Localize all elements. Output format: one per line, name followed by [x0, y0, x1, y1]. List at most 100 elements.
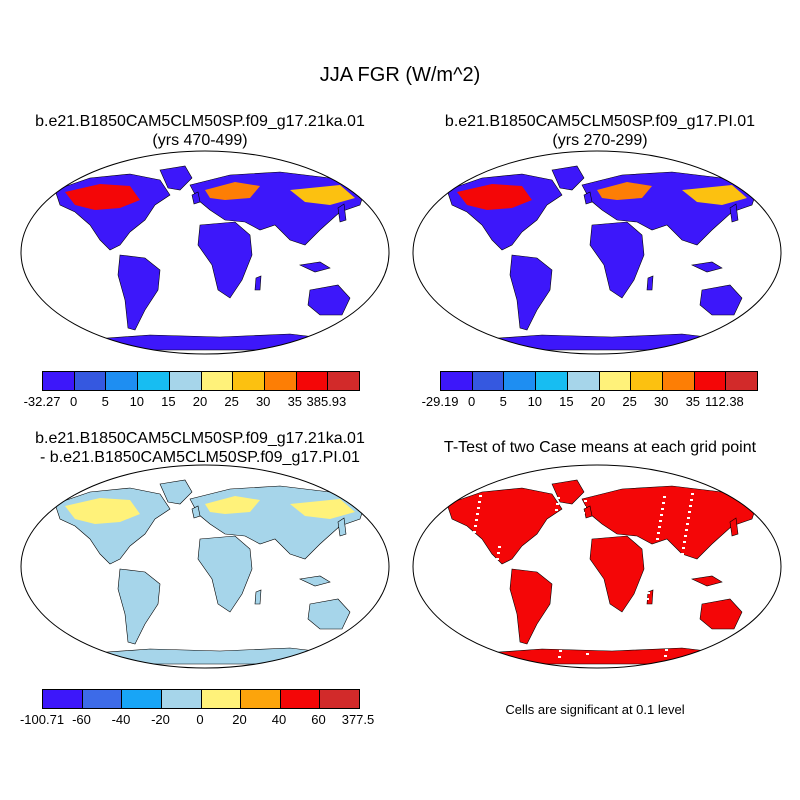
land-africa	[197, 221, 253, 299]
colorbar-tick-label: 30	[255, 394, 271, 409]
nonsignificant-cell	[576, 548, 579, 550]
nonsignificant-cell	[468, 561, 471, 563]
nonsignificant-cell	[550, 539, 553, 541]
nonsignificant-cell	[676, 583, 679, 585]
nonsignificant-cell	[650, 574, 653, 576]
nonsignificant-cell	[462, 597, 465, 599]
colorbar-swatch	[138, 372, 170, 390]
nonsignificant-cell	[658, 526, 661, 528]
nonsignificant-cell	[667, 637, 670, 639]
nonsignificant-cell	[657, 532, 660, 534]
nonsignificant-cell	[556, 503, 559, 505]
map-border	[20, 150, 390, 355]
nonsignificant-cell	[649, 580, 652, 582]
panel-case1-title-line1: b.e21.B1850CAM5CLM50SP.f09_g17.21ka.01	[35, 113, 365, 130]
nonsignificant-cell	[494, 570, 497, 572]
nonsignificant-cell	[653, 556, 656, 558]
nonsignificant-cell	[666, 643, 669, 645]
nonsignificant-cell	[496, 558, 499, 560]
colorbar-tick-label: 40	[271, 712, 287, 727]
nonsignificant-cell	[483, 636, 486, 638]
nonsignificant-cell	[574, 560, 577, 562]
nonsignificant-cell	[575, 554, 578, 556]
nonsignificant-cell	[488, 606, 491, 608]
land-southAmerica	[509, 254, 553, 331]
nonsignificant-cell	[490, 594, 493, 596]
nonsignificant-cell	[683, 541, 686, 543]
nonsignificant-cell	[470, 549, 473, 551]
land-japan	[337, 203, 347, 223]
land-japan	[337, 517, 347, 537]
land-greenland	[551, 165, 585, 191]
nonsignificant-cell	[563, 626, 566, 628]
colorbar-tick-label: 5	[499, 394, 507, 409]
nonsignificant-cell	[469, 555, 472, 557]
nonsignificant-cell	[562, 632, 565, 634]
colorbar-swatch	[599, 372, 632, 390]
colorbar-swatch	[320, 690, 359, 708]
nonsignificant-cell	[646, 598, 649, 600]
land-australia	[307, 284, 351, 316]
nonsignificant-cell	[485, 624, 488, 626]
nonsignificant-cell	[487, 612, 490, 614]
nonsignificant-cell	[486, 618, 489, 620]
nonsignificant-cell	[581, 518, 584, 520]
land-uk	[191, 191, 201, 205]
nonsignificant-cell	[458, 621, 461, 623]
nonsignificant-cell	[684, 535, 687, 537]
nonsignificant-cell	[555, 509, 558, 511]
nonsignificant-cell	[475, 519, 478, 521]
map-case1	[20, 150, 390, 355]
colorbar-tick-label: -20	[151, 712, 170, 727]
colorbar-swatch	[662, 372, 695, 390]
nonsignificant-cell	[573, 566, 576, 568]
colorbar-swatch	[74, 372, 107, 390]
panel-ttest-title: T-Test of two Case means at each grid po…	[443, 439, 757, 456]
nonsignificant-cell	[588, 641, 591, 643]
colorbar-case1	[42, 371, 360, 391]
land-africa	[589, 535, 645, 613]
land-uk	[583, 505, 593, 519]
colorbar-tick-label: 30	[653, 394, 669, 409]
colorbar-tick-label: 0	[467, 394, 476, 409]
nonsignificant-cell	[471, 543, 474, 545]
map-diff	[20, 464, 390, 669]
nonsignificant-cell	[688, 511, 691, 513]
colorbar-swatch	[296, 372, 329, 390]
nonsignificant-cell	[662, 502, 665, 504]
colorbar-swatch	[201, 372, 234, 390]
nonsignificant-cell	[497, 552, 500, 554]
land-australia	[307, 598, 351, 630]
nonsignificant-cell	[647, 592, 650, 594]
panel-case1-title: b.e21.B1850CAM5CLM50SP.f09_g17.21ka.01 (…	[12, 112, 388, 150]
significance-note: Cells are significant at 0.1 level	[505, 702, 685, 717]
nonsignificant-cell	[659, 520, 662, 522]
nonsignificant-cell	[675, 589, 678, 591]
nonsignificant-cell	[460, 609, 463, 611]
nonsignificant-cell	[669, 625, 672, 627]
nonsignificant-cell	[648, 586, 651, 588]
nonsignificant-cell	[452, 492, 455, 494]
land-northAmerica	[446, 487, 563, 565]
nonsignificant-cell	[480, 654, 483, 656]
colorbar-tick-label: -100.71	[19, 712, 65, 727]
nonsignificant-cell	[464, 585, 467, 587]
land-japan	[729, 203, 739, 223]
panel-case2-title: b.e21.B1850CAM5CLM50SP.f09_g17.PI.01 (yr…	[412, 112, 788, 150]
nonsignificant-cell	[679, 565, 682, 567]
nonsignificant-cell	[463, 591, 466, 593]
land-uk	[191, 505, 201, 519]
nonsignificant-cell	[674, 595, 677, 597]
land-madagascar	[254, 275, 262, 291]
colorbar-swatch	[106, 372, 139, 390]
hotspot-europe	[205, 496, 260, 514]
nonsignificant-cell	[477, 507, 480, 509]
land-japan	[729, 517, 739, 537]
land-australia	[699, 598, 743, 630]
nonsignificant-cell	[455, 639, 458, 641]
land-southAmerica	[117, 568, 161, 645]
hotspot-north-america	[65, 498, 140, 524]
nonsignificant-cell	[668, 631, 671, 633]
nonsignificant-cell	[549, 545, 552, 547]
land-indonesia	[298, 261, 331, 273]
